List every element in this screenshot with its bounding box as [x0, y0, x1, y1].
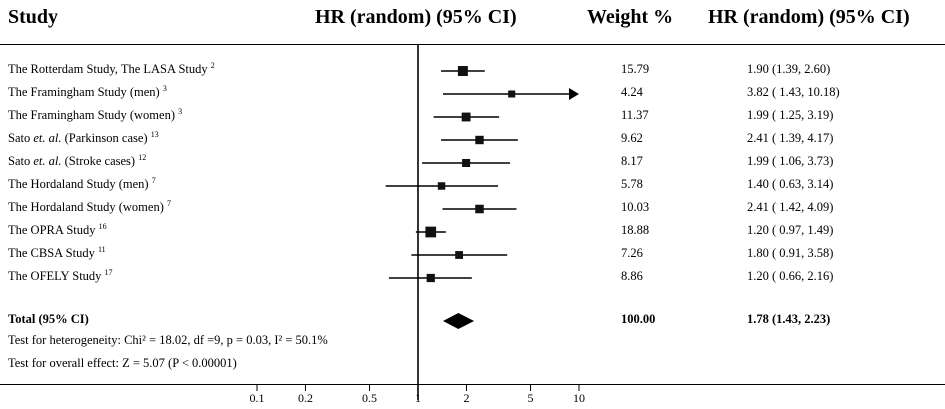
study-weight: 4.24 [621, 85, 643, 99]
study-label: The Hordaland Study (women) 7 [8, 198, 171, 214]
hr-point-square [425, 226, 437, 238]
heterogeneity-test: Test for heterogeneity: Chi² = 18.02, df… [8, 333, 328, 347]
hr-point-square [426, 273, 435, 283]
study-weight: 15.79 [621, 62, 650, 76]
hr-plot-column-header: HR (random) (95% CI) [315, 6, 517, 28]
reference-number: 7 [151, 175, 156, 185]
hr-point-square [457, 66, 468, 76]
study-ci: 1.80 ( 0.91, 3.58) [747, 246, 834, 260]
hr-point-square [437, 182, 446, 190]
x-tick-label: 0.2 [298, 391, 313, 405]
hr-point-square [508, 90, 516, 98]
study-weight: 5.78 [621, 177, 643, 191]
x-tick-label: 0.1 [250, 391, 265, 405]
study-column-header: Study [8, 6, 59, 28]
study-label: The Hordaland Study (men) 7 [8, 175, 156, 191]
reference-number: 11 [97, 244, 106, 254]
study-ci: 1.20 ( 0.66, 2.16) [747, 269, 834, 283]
study-weight: 8.86 [621, 269, 643, 283]
reference-number: 3 [178, 106, 183, 116]
reference-number: 17 [104, 267, 113, 277]
study-ci: 3.82 ( 1.43, 10.18) [747, 85, 840, 99]
x-tick-label: 2 [463, 391, 469, 405]
reference-number: 3 [162, 83, 167, 93]
hr-point-square [475, 135, 484, 145]
x-tick-label: 1 [415, 391, 421, 405]
weight-column-header: Weight % [587, 6, 674, 28]
hr-point-square [475, 204, 484, 214]
bottom-rule [0, 384, 945, 385]
ci-arrow [569, 88, 579, 100]
study-ci: 1.40 ( 0.63, 3.14) [747, 177, 834, 191]
overall-effect-test: Test for overall effect: Z = 5.07 (P < 0… [8, 356, 237, 370]
study-weight: 8.17 [621, 154, 643, 168]
study-label: The Framingham Study (women) 3 [8, 106, 183, 122]
study-weight: 18.88 [621, 223, 650, 237]
x-tick-label: 5 [528, 391, 534, 405]
reference-number: 2 [210, 60, 215, 70]
reference-number: 12 [138, 152, 147, 162]
total-ci: 1.78 (1.43, 2.23) [747, 312, 831, 326]
total-label: Total (95% CI) [8, 312, 89, 326]
header-rule [0, 44, 945, 45]
hr-point-square [455, 251, 464, 259]
study-ci: 2.41 ( 1.39, 4.17) [747, 131, 834, 145]
x-tick-label: 0.5 [362, 391, 377, 405]
study-label: The Rotterdam Study, The LASA Study 2 [8, 60, 215, 76]
x-tick-label: 10 [573, 391, 585, 405]
study-ci: 1.90 (1.39, 2.60) [747, 62, 831, 76]
pooled-diamond [443, 313, 475, 329]
study-ci: 1.20 ( 0.97, 1.49) [747, 223, 834, 237]
reference-number: 13 [150, 129, 159, 139]
reference-number: 16 [98, 221, 107, 231]
study-weight: 11.37 [621, 108, 649, 122]
study-ci: 1.99 ( 1.06, 3.73) [747, 154, 834, 168]
study-weight: 7.26 [621, 246, 643, 260]
study-label: Sato et. al. (Stroke cases) 12 [8, 152, 147, 168]
total-weight: 100.00 [621, 312, 656, 326]
study-label: The Framingham Study (men) 3 [8, 83, 167, 99]
study-weight: 10.03 [621, 200, 650, 214]
study-ci: 1.99 ( 1.25, 3.19) [747, 108, 834, 122]
study-label: The CBSA Study 11 [8, 244, 106, 260]
study-label: The OFELY Study 17 [8, 267, 113, 283]
reference-number: 7 [167, 198, 171, 208]
hr-text-column-header: HR (random) (95% CI) [708, 6, 910, 28]
study-label: Sato et. al. (Parkinson case) 13 [8, 129, 159, 145]
study-ci: 2.41 ( 1.42, 4.09) [747, 200, 834, 214]
hr-point-square [462, 158, 471, 168]
study-weight: 9.62 [621, 131, 643, 145]
hr-point-square [461, 112, 471, 122]
study-label: The OPRA Study 16 [8, 221, 107, 237]
